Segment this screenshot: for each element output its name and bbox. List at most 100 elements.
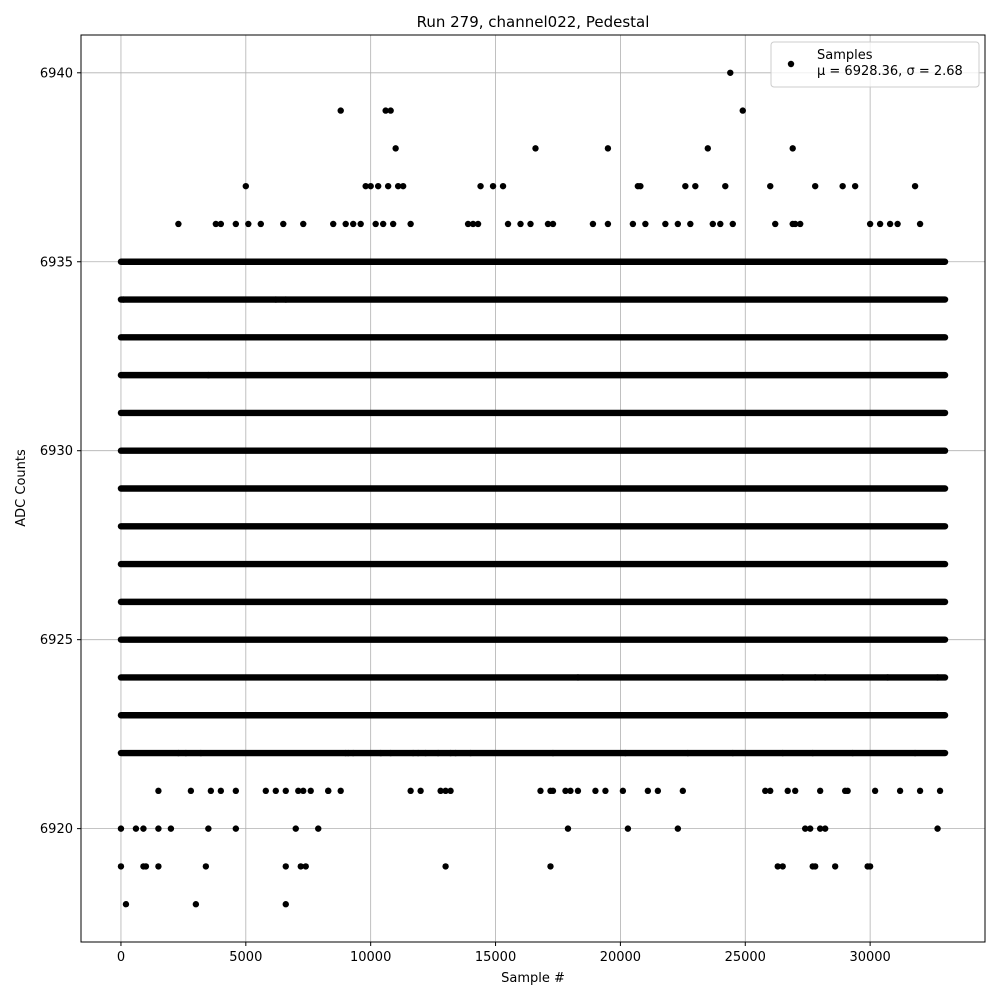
sample-point [727,69,734,76]
sample-point [911,182,919,190]
sample-point [147,258,155,265]
sample-point [337,107,344,114]
sample-point [447,787,454,795]
sample-point [682,182,689,190]
sample-point [816,787,824,795]
y-axis-label: ADC Counts [14,449,29,527]
sample-point [504,220,512,228]
sample-point [844,787,851,795]
sample-point [367,182,374,190]
sample-point [117,863,125,870]
sample-point [767,182,774,190]
sample-point [132,825,140,832]
sample-point [779,674,786,681]
sample-point [549,787,557,795]
x-tick-label: 30000 [849,950,890,965]
x-tick-label: 10000 [350,950,391,965]
sample-point [330,220,337,228]
sample-point [709,220,717,228]
sample-point [307,787,314,795]
sample-point [499,182,507,190]
sample-point [280,220,287,228]
sample-point [394,182,402,190]
sample-point [729,749,736,757]
sample-point [772,220,779,228]
legend: Samples μ = 6928.36, σ = 2.68 [770,41,980,88]
sample-point [777,712,784,719]
sample-point [232,787,240,795]
sample-point [784,787,791,795]
x-tick-label: 20000 [600,950,641,965]
points-layer [117,69,949,908]
sample-point [722,182,729,190]
sample-point [629,220,637,228]
sample-point [574,787,582,795]
sample-point [574,674,582,681]
sample-point [517,220,524,228]
sample-point [549,220,557,228]
chart-title: Run 279, channel022, Pedestal [417,13,650,31]
sample-point [417,787,424,795]
sample-point [217,787,225,795]
sample-point [911,749,919,757]
sample-point [564,825,572,832]
sample-point [687,220,694,228]
sample-point [644,787,652,795]
x-tick-label: 0 [117,950,125,965]
sample-point [140,825,147,832]
sample-point [447,749,454,757]
sample-point [372,220,379,228]
sample-point [282,787,289,795]
sample-point [619,787,627,795]
sample-point [167,825,175,832]
sample-point [442,787,449,795]
sample-point [192,901,200,908]
sample-point [155,863,162,870]
sample-point [232,825,240,832]
sample-point [325,787,332,795]
sample-point [527,220,534,228]
sample-point [662,220,669,228]
sample-point [282,863,289,870]
sample-point [779,863,786,870]
sample-point [315,825,322,832]
sample-point [452,749,459,757]
sample-point [717,220,724,228]
sample-point [297,863,304,870]
sample-point [792,787,799,795]
legend-marker [787,60,795,68]
sample-point [245,220,252,228]
sample-point [202,863,210,870]
sample-point [934,674,941,681]
sample-point [464,220,472,228]
sample-point [886,220,894,228]
sample-point [729,220,736,228]
sample-point [866,220,874,228]
sample-point [797,712,804,719]
sample-point [407,220,414,228]
sample-point [362,182,369,190]
sample-point [624,825,632,832]
sample-point [779,749,786,757]
sample-point [262,787,269,795]
sample-point [437,787,444,795]
sample-point [434,749,442,757]
sample-point [120,296,127,303]
sample-point [549,749,557,757]
x-tick-label: 15000 [475,950,516,965]
sample-point [622,749,629,757]
sample-point [684,749,692,757]
legend-series-name: Samples [817,48,873,63]
sample-point [604,145,612,152]
plot-frame [80,34,986,943]
sample-point [407,787,414,795]
sample-point [739,107,746,114]
sample-point [122,901,130,908]
sample-point [474,220,482,228]
sample-point [894,220,901,228]
sample-point [272,787,279,795]
sample-point [916,787,924,795]
sample-point [292,825,299,832]
sample-point [155,825,162,832]
sample-point [205,371,212,379]
